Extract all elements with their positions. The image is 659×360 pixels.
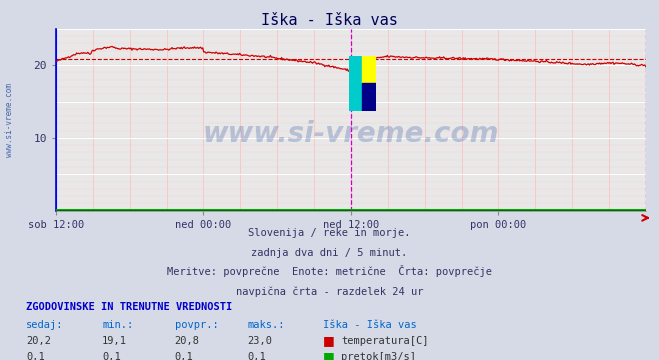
Text: navpična črta - razdelek 24 ur: navpična črta - razdelek 24 ur — [236, 287, 423, 297]
Text: 0,1: 0,1 — [247, 352, 266, 360]
Text: ■: ■ — [323, 334, 335, 347]
Text: maks.:: maks.: — [247, 320, 285, 330]
Text: 0,1: 0,1 — [26, 352, 45, 360]
Text: sedaj:: sedaj: — [26, 320, 64, 330]
Bar — [362, 84, 376, 111]
Text: 23,0: 23,0 — [247, 336, 272, 346]
Text: Slovenija / reke in morje.: Slovenija / reke in morje. — [248, 228, 411, 238]
Text: 20,2: 20,2 — [26, 336, 51, 346]
Text: temperatura[C]: temperatura[C] — [341, 336, 429, 346]
Text: 20,8: 20,8 — [175, 336, 200, 346]
Text: Iška - Iška vas: Iška - Iška vas — [323, 320, 416, 330]
Text: ■: ■ — [323, 350, 335, 360]
Text: min.:: min.: — [102, 320, 133, 330]
Text: www.si-vreme.com: www.si-vreme.com — [5, 83, 14, 157]
Text: 0,1: 0,1 — [175, 352, 193, 360]
Text: www.si-vreme.com: www.si-vreme.com — [203, 120, 499, 148]
Text: Meritve: povprečne  Enote: metrične  Črta: povprečje: Meritve: povprečne Enote: metrične Črta:… — [167, 265, 492, 278]
Text: 19,1: 19,1 — [102, 336, 127, 346]
Text: zadnja dva dni / 5 minut.: zadnja dva dni / 5 minut. — [251, 248, 408, 258]
Bar — [362, 56, 376, 84]
Text: ZGODOVINSKE IN TRENUTNE VREDNOSTI: ZGODOVINSKE IN TRENUTNE VREDNOSTI — [26, 302, 233, 312]
Text: 0,1: 0,1 — [102, 352, 121, 360]
Bar — [349, 56, 362, 111]
Text: povpr.:: povpr.: — [175, 320, 218, 330]
Text: pretok[m3/s]: pretok[m3/s] — [341, 352, 416, 360]
Text: Iška - Iška vas: Iška - Iška vas — [261, 13, 398, 28]
